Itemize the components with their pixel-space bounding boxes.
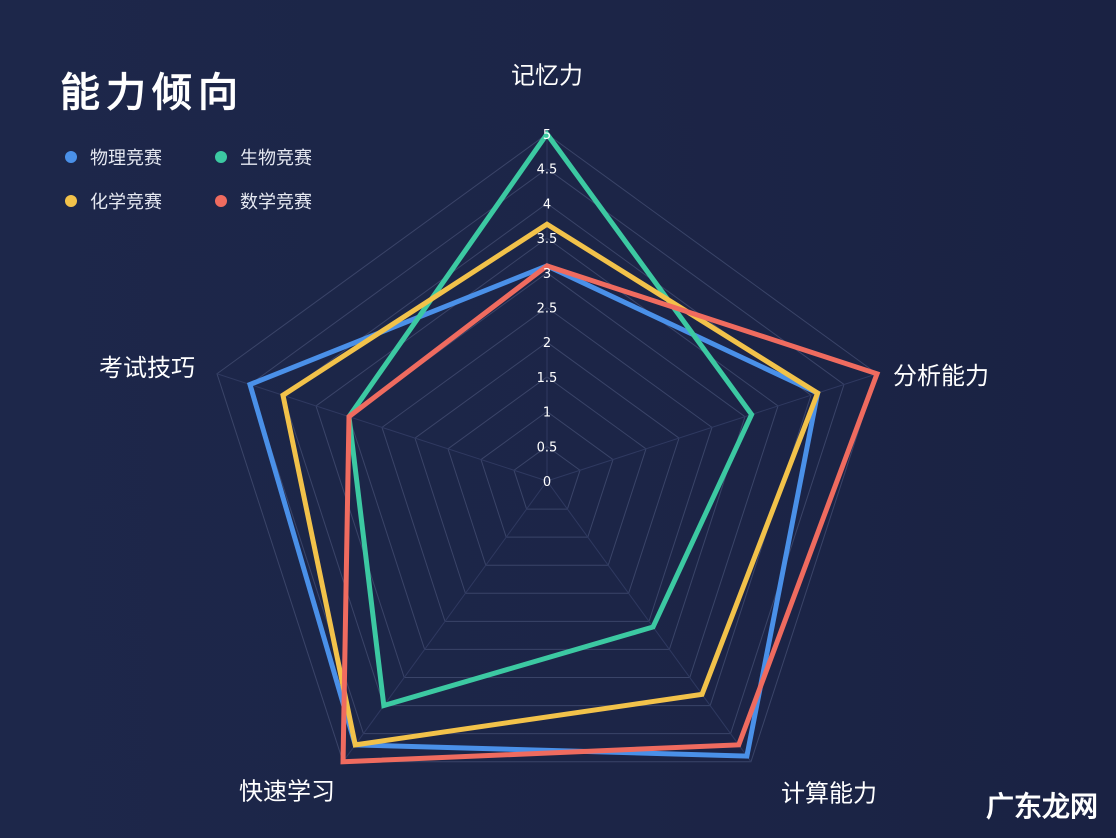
tick-label: 2 (543, 336, 551, 351)
series-polygon-3 (340, 263, 881, 765)
grid (216, 133, 878, 763)
spoke-line (546, 480, 752, 763)
series-group (246, 129, 881, 765)
grid-ring (315, 237, 779, 679)
legend: 物理竞赛 生物竞赛 化学竞赛 数学竞赛 (65, 148, 312, 213)
tick-label: 1.5 (537, 371, 558, 386)
grid-ring (480, 410, 614, 538)
legend-swatch-2 (65, 195, 77, 207)
tick-label: 3.5 (537, 232, 558, 247)
legend-item: 化学竞赛 (65, 192, 162, 213)
spoke-line (216, 373, 548, 482)
legend-label-0: 物理竞赛 (90, 148, 162, 169)
grid-ring (447, 376, 647, 566)
tick-label: 0.5 (537, 440, 558, 455)
axis-label-0: 记忆力 (511, 62, 583, 90)
spoke-line (546, 373, 878, 482)
axis-label-3: 快速学习 (239, 778, 335, 806)
legend-item: 生物竞赛 (215, 148, 312, 169)
grid-ring (414, 341, 680, 594)
grid-ring (513, 445, 581, 510)
series-polygon-2 (280, 221, 821, 748)
watermark-text: 广东龙网 (986, 790, 1098, 823)
legend-item: 物理竞赛 (65, 148, 162, 169)
series-polygon-1 (346, 129, 755, 709)
legend-label-2: 化学竞赛 (90, 192, 162, 213)
legend-swatch-1 (215, 151, 227, 163)
tick-label: 2.5 (537, 302, 558, 317)
tick-labels: 0 0.5 1 1.5 2 2.5 3 3.5 4 4.5 5 (537, 128, 558, 490)
axis-label-4: 考试技巧 (99, 354, 195, 382)
legend-swatch-0 (65, 151, 77, 163)
spoke-line (342, 480, 548, 763)
chart-title: 能力倾向 (60, 70, 244, 116)
tick-label: 3 (543, 267, 551, 282)
tick-label: 5 (543, 128, 551, 143)
legend-item: 数学竞赛 (215, 192, 312, 213)
tick-label: 0 (543, 475, 551, 490)
axis-label-1: 分析能力 (893, 362, 989, 390)
tick-label: 4.5 (537, 163, 558, 178)
tick-label: 1 (543, 406, 551, 421)
legend-swatch-3 (215, 195, 227, 207)
axis-label-2: 计算能力 (781, 780, 877, 808)
tick-label: 4 (543, 197, 551, 212)
grid-ring (381, 306, 713, 622)
spokes (216, 134, 878, 763)
grid-ring (216, 133, 878, 763)
legend-label-3: 数学竞赛 (240, 192, 312, 213)
legend-label-1: 生物竞赛 (240, 148, 312, 169)
